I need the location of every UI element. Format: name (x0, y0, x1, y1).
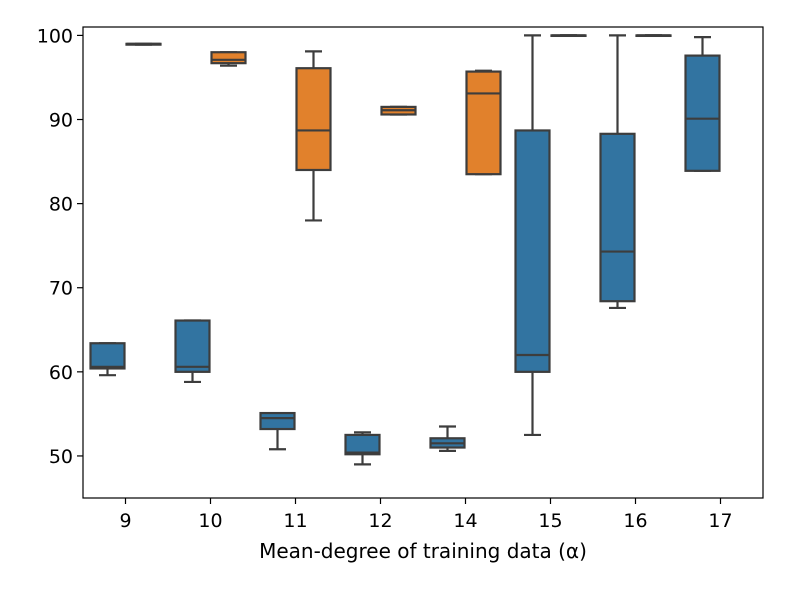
box-blue-14 (429, 425, 466, 452)
box-iqr (599, 132, 636, 303)
box-orange-10 (210, 51, 247, 67)
x-tick-label: 9 (119, 510, 131, 532)
box-iqr (174, 319, 211, 373)
box-blue-17 (684, 35, 721, 172)
box-blue-12 (344, 431, 381, 466)
x-tick-label: 15 (538, 510, 562, 532)
box-iqr (465, 70, 502, 176)
box-blue-16 (599, 34, 636, 310)
box-blue-15 (514, 34, 551, 437)
box-blue-9 (89, 342, 126, 377)
box-iqr (684, 54, 721, 172)
y-axis: 50 60 70 80 90 100 (37, 25, 83, 468)
x-axis: 9 10 11 12 14 15 16 17 (119, 498, 733, 532)
box-orange-11 (295, 50, 332, 222)
x-tick-label: 12 (368, 510, 392, 532)
y-tick-label: 50 (49, 446, 73, 468)
x-tick-label: 11 (283, 510, 307, 532)
boxes-layer (89, 34, 721, 466)
box-orange-12 (380, 105, 417, 116)
x-tick-label: 10 (198, 510, 222, 532)
box-orange-14 (465, 69, 502, 176)
box-orange-16 (635, 34, 672, 38)
box-orange-9 (125, 42, 162, 46)
box-iqr (89, 342, 126, 370)
box-orange-15 (550, 34, 587, 38)
x-tick-label: 14 (453, 510, 477, 532)
box-blue-10 (174, 319, 211, 384)
y-tick-label: 90 (49, 110, 73, 132)
y-tick-label: 60 (49, 362, 73, 384)
x-tick-label: 17 (708, 510, 732, 532)
plot-frame (82, 26, 764, 499)
box-iqr (344, 433, 381, 456)
y-tick-label: 70 (49, 278, 73, 300)
x-axis-label: Mean-degree of training data (α) (259, 539, 587, 563)
box-iqr (259, 411, 296, 431)
box-blue-11 (259, 411, 296, 451)
box-iqr (295, 67, 332, 172)
box-iqr (210, 51, 247, 65)
y-tick-label: 80 (49, 194, 73, 216)
x-tick-label: 16 (623, 510, 647, 532)
y-tick-label: 100 (37, 25, 73, 47)
box-iqr (514, 129, 551, 373)
